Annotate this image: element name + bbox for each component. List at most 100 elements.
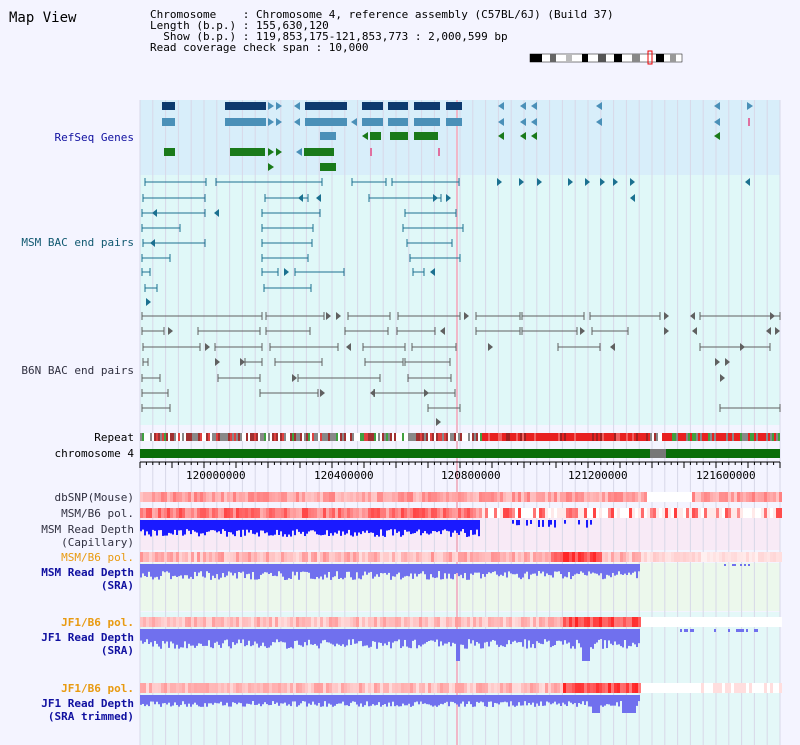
jf1-depth-sra-bar <box>364 629 366 646</box>
msm-depth-sra-bar <box>470 564 472 574</box>
jf1-pol2-cell <box>470 683 473 693</box>
msm-pol2-cell <box>605 552 608 562</box>
msm-depth-sra-bar <box>350 564 352 578</box>
msm-pol-cell <box>542 508 545 518</box>
repeat-segment <box>204 433 206 441</box>
msm-depth-cap-bar <box>192 520 194 531</box>
jf1-pol-cell <box>299 617 302 627</box>
jf1-depth-trim-bar <box>218 695 220 704</box>
dbsnp-cell <box>254 492 257 502</box>
dbsnp-cell <box>386 492 389 502</box>
msm-depth-cap-bar <box>250 520 252 531</box>
jf1-pol-cell <box>200 617 203 627</box>
repeat-segment <box>254 433 256 441</box>
jf1-depth-trim-bar <box>204 695 206 704</box>
jf1-depth-sra-bar <box>280 629 282 642</box>
jf1-depth-sra-bar <box>634 629 636 645</box>
msm-pol-cell <box>767 508 770 518</box>
dbsnp-cell <box>536 492 539 502</box>
jf1-pol-cell <box>653 617 656 627</box>
jf1-pol-cell <box>776 617 779 627</box>
jf1-pol-cell <box>659 617 662 627</box>
msm-depth-cap-bar <box>420 520 422 536</box>
jf1-depth-sra-bar <box>476 629 478 642</box>
repeat-segment <box>742 433 744 441</box>
jf1-depth-trim-bar <box>176 695 178 706</box>
msm-pol-cell <box>245 508 248 518</box>
msm-pol2-cell <box>173 552 176 562</box>
repeat-segment <box>408 433 410 441</box>
jf1-pol2-cell <box>245 683 248 693</box>
msm-depth-cap-bar <box>184 520 186 535</box>
jf1-pol2-cell <box>278 683 281 693</box>
repeat-segment <box>524 433 526 441</box>
repeat-segment <box>654 433 656 441</box>
msm-depth-cap-bar <box>234 520 236 537</box>
jf1-depth-trim-bar <box>486 695 488 707</box>
jf1-pol-cell <box>746 617 749 627</box>
jf1-depth-trim-bar <box>244 695 246 707</box>
jf1-pol2-cell <box>572 683 575 693</box>
msm-pol2-cell <box>659 552 662 562</box>
jf1-pol2-cell <box>485 683 488 693</box>
jf1-pol-cell <box>482 617 485 627</box>
msm-depth-cap-bar <box>140 520 142 532</box>
msm-depth-cap-bar <box>378 520 380 537</box>
jf1-pol2-cell <box>257 683 260 693</box>
dbsnp-cell <box>368 492 371 502</box>
msm-bac-end <box>630 178 635 186</box>
msm-pol2-cell <box>416 552 419 562</box>
msm-pol2-cell <box>506 552 509 562</box>
msm-depth-cap-bar <box>222 520 224 530</box>
jf1-depth-sra-bar <box>390 629 392 649</box>
jf1-depth-trim-bar <box>230 695 232 707</box>
msm-pol2-cell <box>290 552 293 562</box>
gene-block <box>162 118 175 126</box>
jf1-depth-sra-bar <box>684 629 686 632</box>
msm-depth-sra-bar <box>244 564 246 579</box>
repeat-segment <box>174 433 176 441</box>
dbsnp-cell <box>149 492 152 502</box>
dbsnp-cell <box>410 492 413 502</box>
msm-depth-cap-bar <box>542 520 544 527</box>
msm-depth-cap-bar <box>228 520 230 532</box>
jf1-pol2-cell <box>527 683 530 693</box>
jf1-pol-cell <box>374 617 377 627</box>
dbsnp-cell <box>398 492 401 502</box>
jf1-pol-cell <box>488 617 491 627</box>
msm-bac-end <box>446 194 451 202</box>
jf1-pol2-cell <box>737 683 740 693</box>
repeat-segment <box>646 433 648 441</box>
jf1-depth-trim-bar <box>398 695 400 707</box>
jf1-depth-sra-bar <box>600 629 602 640</box>
ideogram-band <box>530 54 542 62</box>
jf1-depth-sra-bar <box>160 629 162 649</box>
b6n-bac-end <box>436 418 441 426</box>
jf1-depth-trim-bar <box>154 695 156 705</box>
dbsnp-cell <box>746 492 749 502</box>
msm-pol2-cell <box>761 552 764 562</box>
repeat-segment <box>712 433 714 441</box>
gene-block <box>230 148 265 156</box>
repeat-segment <box>594 433 596 441</box>
msm-pol2-cell <box>212 552 215 562</box>
jf1-pol2-cell <box>203 683 206 693</box>
msm-pol-cell <box>383 508 386 518</box>
msm-depth-sra-bar <box>354 564 356 580</box>
msm-pol-cell <box>536 508 539 518</box>
msm-pol-cell <box>632 508 635 518</box>
repeat-segment <box>312 433 314 441</box>
repeat-segment <box>350 433 352 441</box>
jf1-depth-sra-bar <box>604 629 606 641</box>
msm-depth-sra-bar <box>410 564 412 574</box>
dbsnp-cell <box>359 492 362 502</box>
repeat-segment <box>368 433 370 441</box>
msm-pol-cell <box>734 508 737 518</box>
jf1-pol-cell <box>596 617 599 627</box>
jf1-depth-trim-bar <box>344 695 346 706</box>
repeat-segment <box>676 433 678 441</box>
msm-depth-cap-bar <box>448 520 450 532</box>
jf1-pol-cell <box>734 617 737 627</box>
jf1-depth-trim-bar <box>162 695 164 704</box>
